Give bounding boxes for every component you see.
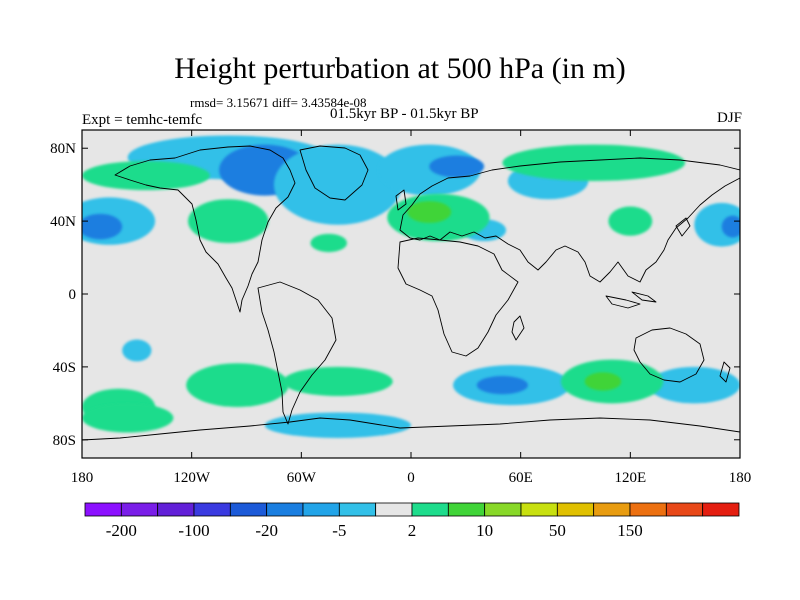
x-tick-label: 120E <box>614 470 646 486</box>
coastline-madagascar <box>511 315 525 341</box>
anomaly-region <box>283 366 393 397</box>
y-tick-label: 80S <box>53 433 76 449</box>
colorbar-swatch <box>556 502 595 517</box>
anomaly-region <box>476 376 528 395</box>
colorbar-swatch <box>520 502 558 517</box>
colorbar-label: 50 <box>549 521 566 540</box>
anomaly-region <box>694 202 740 247</box>
coastlines <box>82 145 740 441</box>
x-tick-label: 60E <box>509 470 533 486</box>
colorbar-swatch <box>84 502 122 517</box>
colorbar-label: -5 <box>332 521 346 540</box>
stats-label: rmsd= 3.15671 diff= 3.43584e-08 <box>190 95 367 110</box>
anomaly-region <box>502 144 686 182</box>
anomaly-region <box>186 363 289 407</box>
colorbar-swatch <box>375 502 413 517</box>
y-tick-label: 40N <box>50 214 76 230</box>
colorbar-swatch <box>447 502 486 517</box>
colorbar-label: -200 <box>106 521 137 540</box>
plot-title: Height perturbation at 500 hPa (in m) <box>174 52 626 85</box>
coastline-eurasia <box>399 157 740 283</box>
colorbar-label: 2 <box>408 521 417 540</box>
season-label: DJF <box>716 110 742 126</box>
anomaly-region <box>310 233 348 253</box>
experiment-label: Expt = temhc-temfc <box>82 112 203 128</box>
coastline-africa <box>397 237 519 357</box>
anomaly-region <box>273 144 402 225</box>
colorbar-swatch <box>157 502 195 517</box>
anomaly-region <box>82 160 210 191</box>
anomaly-region <box>188 199 269 243</box>
colorbar-swatch <box>120 502 159 517</box>
anomaly-field <box>82 135 740 438</box>
anomaly-region <box>264 412 411 438</box>
anomaly-region <box>82 403 174 433</box>
coastline-south-america <box>257 281 337 425</box>
colorbar-label: -20 <box>255 521 278 540</box>
coastline-australia <box>633 327 705 383</box>
colorbar-swatch <box>665 502 704 517</box>
colorbar-swatch <box>266 502 304 517</box>
coastline-uk <box>395 189 407 211</box>
colorbar-swatch <box>484 502 522 517</box>
colorbar: -200 -100 -20 -5 2 10 50 150 <box>84 502 740 540</box>
coastline-north-america <box>114 145 296 313</box>
anomaly-region <box>122 339 152 362</box>
y-tick-label: 80N <box>50 141 76 157</box>
colorbar-swatch <box>411 502 449 517</box>
anomaly-region <box>82 213 123 240</box>
coastline-japan <box>675 217 691 237</box>
colorbar-swatch <box>193 502 231 517</box>
anomaly-region <box>429 155 485 178</box>
coastline-indonesia <box>605 291 657 309</box>
colorbar-swatch <box>338 502 377 517</box>
coastline-antarctica <box>82 417 740 441</box>
x-tick-label: 0 <box>407 470 415 486</box>
map-axes: 180 120W 60W 0 60E 120E 180 80N 40N 0 40S 80S <box>50 130 751 486</box>
x-tick-label: 180 <box>71 470 94 486</box>
anomaly-region <box>608 206 653 236</box>
anomaly-region <box>648 366 740 404</box>
y-tick-label: 0 <box>69 287 77 303</box>
x-tick-label: 120W <box>173 470 211 486</box>
anomaly-region <box>584 372 622 391</box>
anomaly-region <box>407 201 452 223</box>
colorbar-swatch <box>229 502 268 517</box>
colorbar-swatch <box>702 502 740 517</box>
period-label: 01.5kyr BP - 01.5kyr BP <box>330 106 479 122</box>
coastline-greenland <box>299 145 369 201</box>
x-tick-label: 180 <box>729 470 752 486</box>
colorbar-swatch <box>302 502 340 517</box>
colorbar-swatch <box>593 502 631 517</box>
coastline-new-zealand <box>719 361 731 383</box>
colorbar-swatch <box>629 502 667 517</box>
y-tick-label: 40S <box>53 360 76 376</box>
colorbar-label: 10 <box>476 521 493 540</box>
colorbar-label: -100 <box>178 521 209 540</box>
x-tick-label: 60W <box>287 470 317 486</box>
colorbar-label: 150 <box>617 521 643 540</box>
